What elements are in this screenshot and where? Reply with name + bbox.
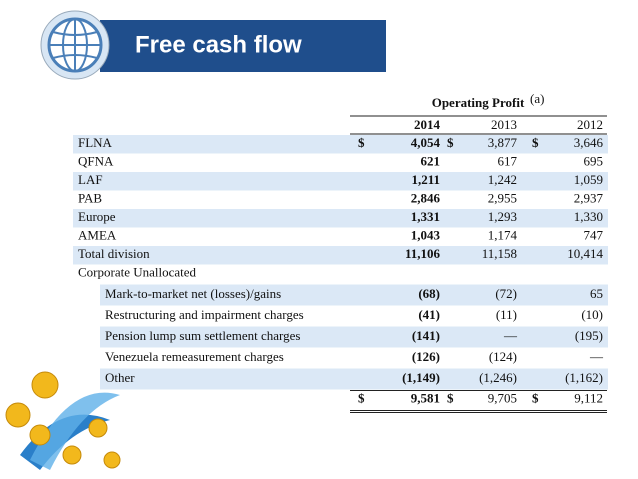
year: 2014	[414, 117, 441, 132]
row-label: Other	[105, 370, 135, 385]
cell: (126)	[412, 349, 440, 364]
currency: $	[447, 390, 454, 405]
year: 2013	[491, 117, 517, 132]
cell: 10,414	[567, 246, 603, 261]
cell: 1,059	[574, 172, 603, 187]
cell: (72)	[495, 286, 517, 301]
row-label: LAF	[78, 172, 103, 187]
cell: 621	[421, 154, 441, 169]
cell: (195)	[575, 328, 603, 343]
cell: (141)	[412, 328, 440, 343]
cell: (1,246)	[479, 370, 517, 385]
title-bar	[100, 20, 386, 72]
row-label: Pension lump sum settlement charges	[105, 328, 300, 343]
row-label: Venezuela remeasurement charges	[105, 349, 284, 364]
cell: 11,158	[482, 246, 517, 261]
row-label: Corporate Unallocated	[78, 264, 197, 279]
cell: 9,112	[574, 390, 603, 405]
cell: 1,330	[574, 209, 603, 224]
year: 2012	[577, 117, 603, 132]
currency: $	[358, 390, 365, 405]
row-label: FLNA	[78, 135, 113, 150]
cell: —	[589, 349, 604, 364]
globe-icon	[40, 10, 110, 80]
cell: 3,877	[488, 135, 518, 150]
currency: $	[532, 135, 539, 150]
row-label: AMEA	[78, 228, 117, 243]
cell: (124)	[489, 349, 517, 364]
cell: (41)	[418, 307, 440, 322]
row-label: Mark-to-market net (losses)/gains	[105, 286, 281, 301]
cell: 11,106	[405, 246, 441, 261]
cell: 1,211	[411, 172, 440, 187]
cell: 2,955	[488, 191, 517, 206]
row-band	[73, 172, 608, 191]
row-band	[100, 284, 608, 306]
cell: 4,054	[411, 135, 441, 150]
cell: 1,293	[488, 209, 517, 224]
cell: 1,242	[488, 172, 517, 187]
cell: —	[503, 328, 518, 343]
row-band	[73, 135, 608, 154]
cell: (68)	[418, 286, 440, 301]
cell: 695	[584, 154, 604, 169]
row-band	[100, 326, 608, 348]
currency: $	[358, 135, 365, 150]
cell: 3,646	[574, 135, 604, 150]
cell: 1,331	[411, 209, 440, 224]
row-label: QFNA	[78, 154, 114, 169]
row-label: Total division	[78, 246, 150, 261]
row-band	[73, 209, 608, 228]
money-clipart	[5, 371, 121, 470]
cell: 9,705	[488, 390, 517, 405]
table: Operating Profit (a) 2014 2013 2012 FLNA 4,054…	[73, 91, 608, 413]
cell: (11)	[496, 307, 517, 322]
row-band	[100, 368, 608, 390]
cell: 65	[590, 286, 603, 301]
cell: 747	[584, 228, 604, 243]
row-label: PAB	[78, 191, 102, 206]
currency: $	[447, 135, 454, 150]
row-label: Restructuring and impairment charges	[105, 307, 304, 322]
cell: 617	[498, 154, 518, 169]
cell: 2,846	[411, 191, 441, 206]
caption: Operating Profit	[432, 95, 525, 110]
cell: (1,162)	[565, 370, 603, 385]
cell: (1,149)	[402, 370, 440, 385]
row-label: Europe	[78, 209, 116, 224]
cell: 1,043	[411, 228, 441, 243]
cell: (10)	[581, 307, 603, 322]
caption-note: (a)	[530, 91, 544, 106]
row-band	[73, 246, 608, 265]
cell: 9,581	[411, 390, 440, 405]
currency: $	[532, 390, 539, 405]
cell: 1,174	[488, 228, 518, 243]
cell: 2,937	[574, 191, 604, 206]
slide-title: Free cash flow	[135, 31, 302, 58]
